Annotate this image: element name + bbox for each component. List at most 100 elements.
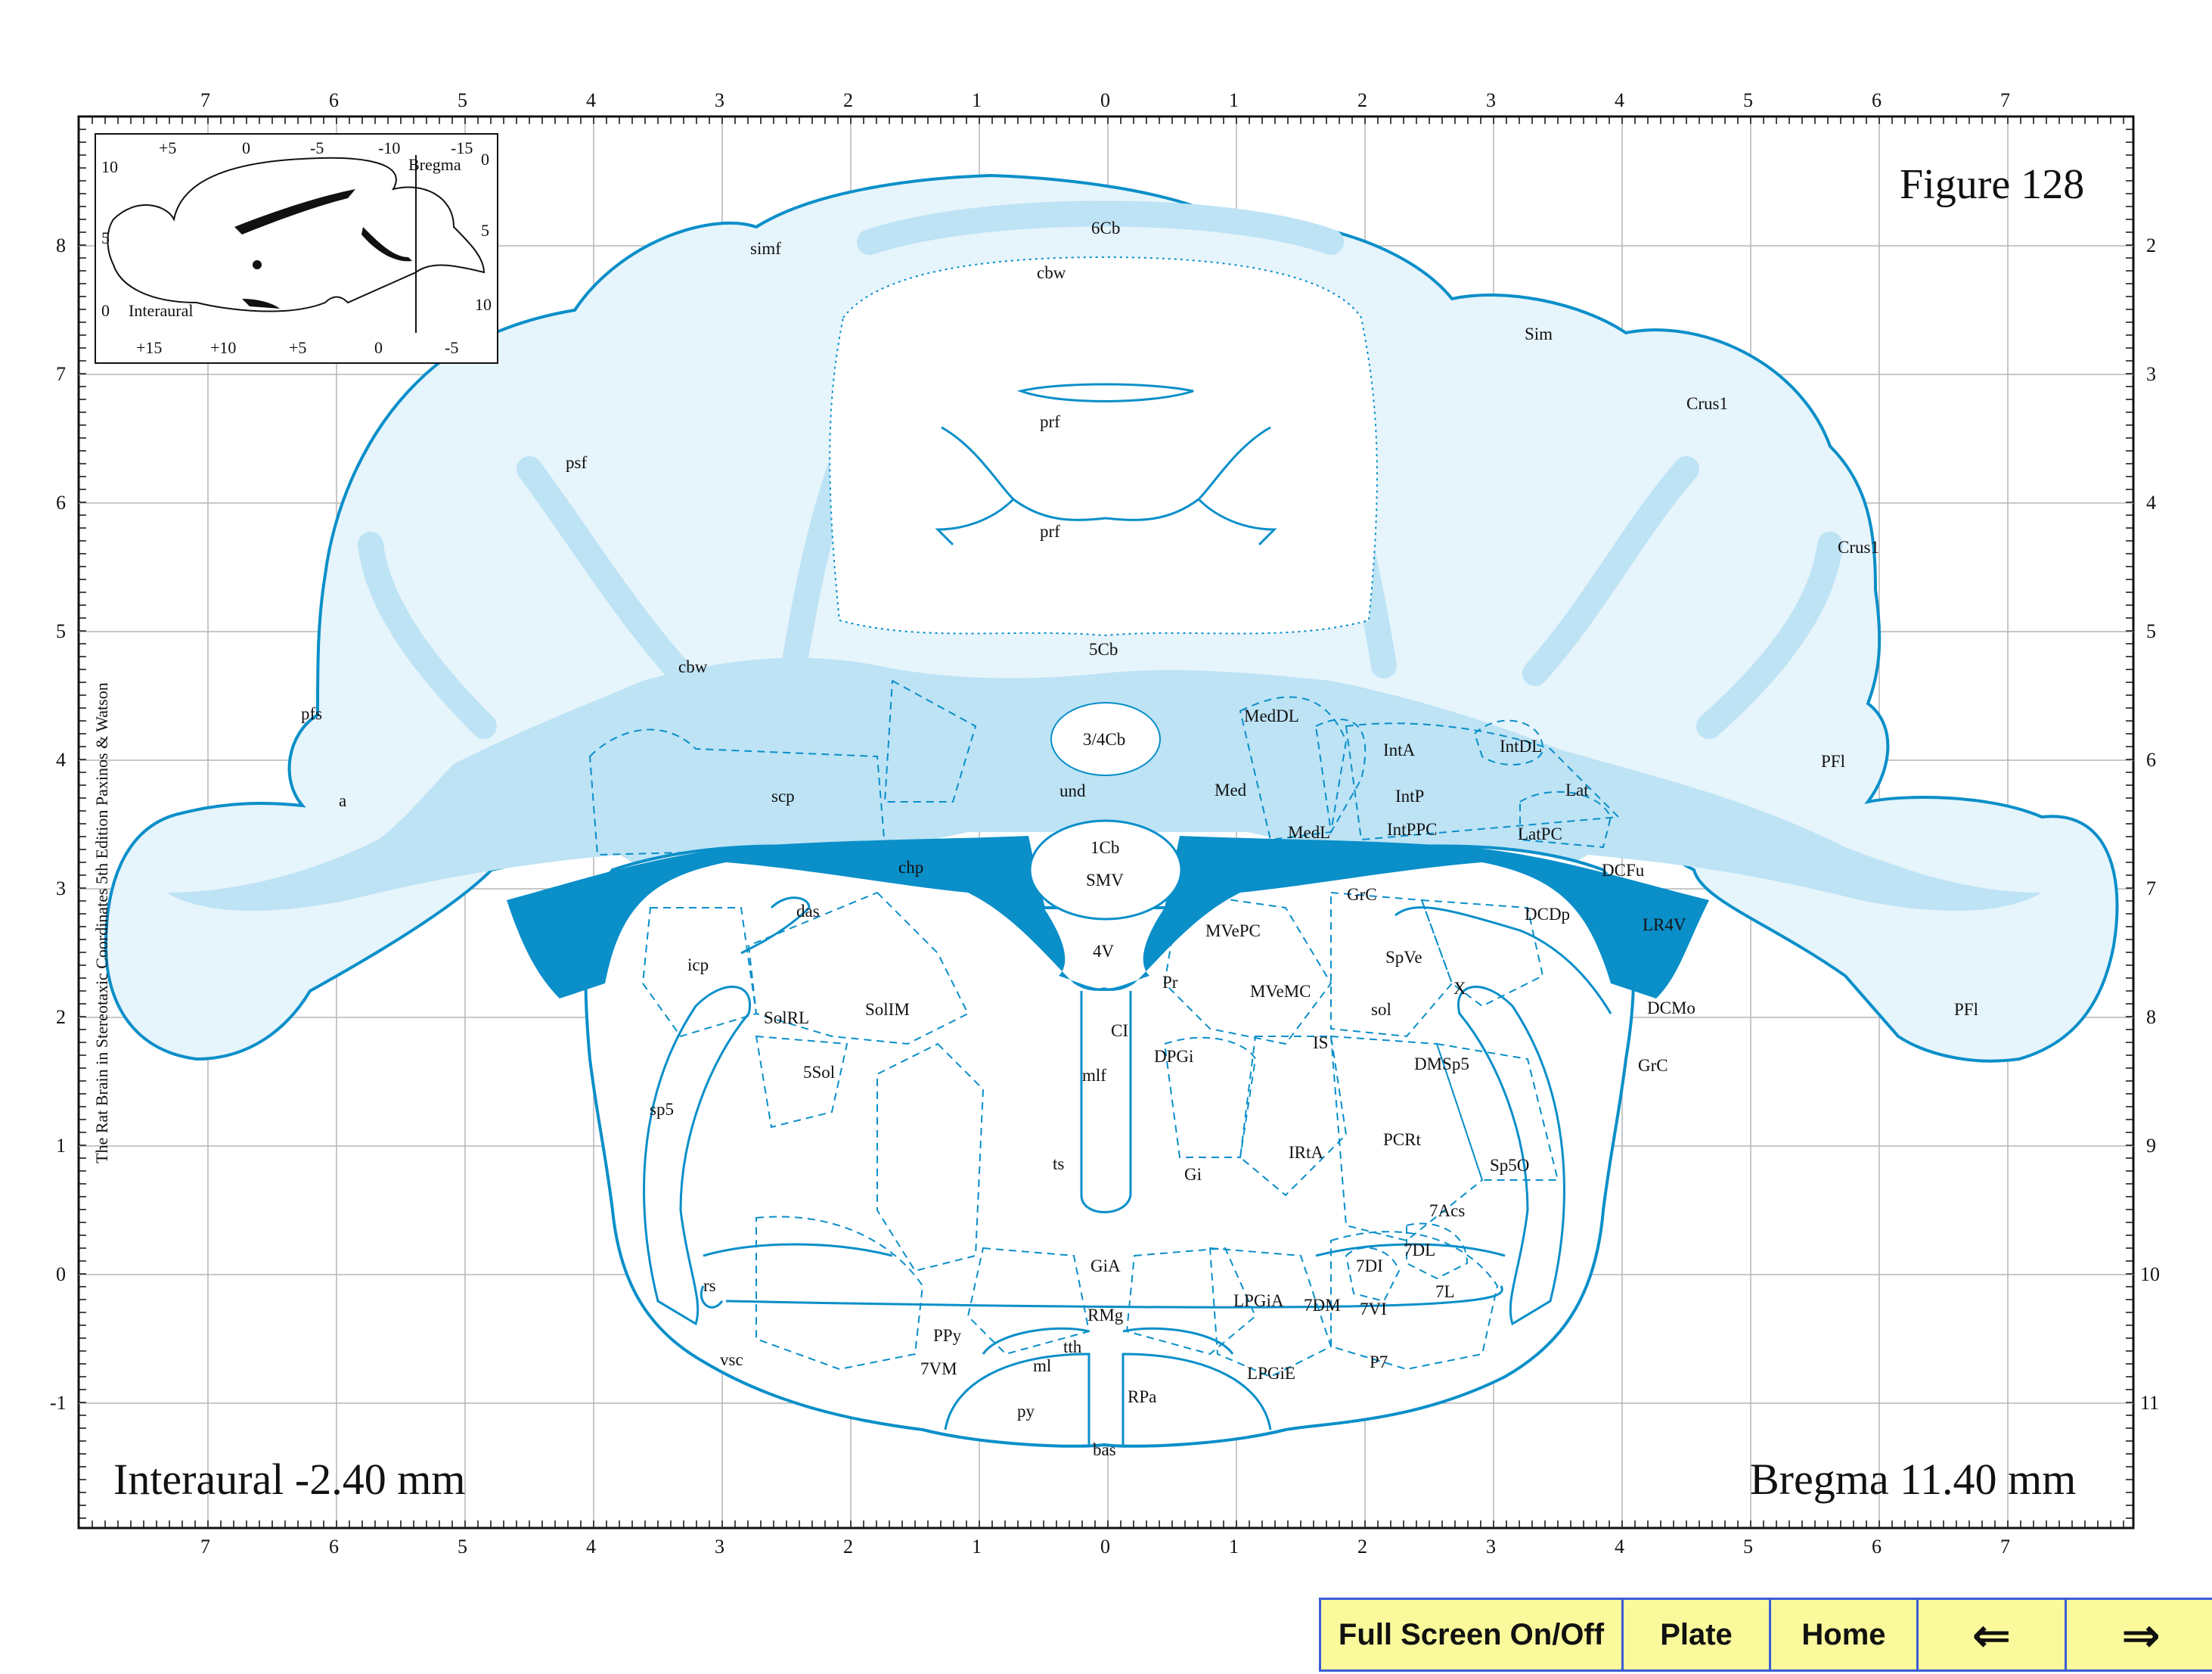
label-solim: SolIM: [865, 1000, 910, 1019]
top-tick-10: 3: [1486, 89, 1496, 111]
label-intdl: IntDL: [1500, 737, 1542, 756]
book-caption: The Rat Brain in Stereotaxic Coordinates…: [92, 682, 111, 1163]
label-scp: scp: [771, 787, 795, 806]
top-tick-2: 5: [458, 89, 467, 111]
bottom-tick-3: 4: [586, 1536, 596, 1558]
left-tick-4: 4: [56, 749, 66, 771]
label-spve: SpVe: [1385, 948, 1422, 967]
label-sp5: sp5: [650, 1100, 674, 1119]
figure-title: Figure 128: [1900, 161, 2084, 208]
interaural-caption: Interaural -2.40 mm: [113, 1455, 465, 1504]
bottom-tick-7: 0: [1100, 1536, 1110, 1558]
label-vsc: vsc: [720, 1350, 743, 1369]
inset-right-tick-1: 5: [481, 221, 489, 240]
label-ci: CI: [1111, 1021, 1128, 1040]
label-mvemc: MVeMC: [1250, 982, 1311, 1001]
bottom-tick-6: 1: [972, 1536, 982, 1558]
left-tick-5: 3: [56, 877, 66, 899]
brain-section: [104, 173, 2119, 1448]
bottom-tick-9: 2: [1357, 1536, 1367, 1558]
navigation-bar: Full Screen On/Off Plate Home ⇐ ⇒: [1319, 1598, 2212, 1672]
nucleus-boundaries: [588, 679, 1621, 1378]
right-tick-5: 7: [2146, 877, 2156, 899]
label-pcrt: PCRt: [1383, 1130, 1421, 1149]
left-tick-9: -1: [50, 1392, 67, 1414]
label-dcmo: DCMo: [1647, 998, 1695, 1017]
left-tick-1: 7: [56, 363, 66, 385]
top-tick-14: 7: [2000, 89, 2010, 111]
label-7vm: 7VM: [920, 1359, 957, 1378]
label-grc-lower: GrC: [1638, 1056, 1668, 1075]
label-mvepc: MVePC: [1205, 921, 1261, 940]
next-page-button[interactable]: ⇒: [2067, 1600, 2212, 1669]
cerebellar-white-matter: [166, 657, 2042, 911]
inset-right-tick-2: 10: [475, 295, 492, 314]
inset-bottom-tick-1: +10: [210, 338, 236, 357]
label-medl: MedL: [1288, 823, 1330, 842]
inset-left-tick-2: 0: [101, 301, 110, 320]
label-chp: chp: [898, 858, 923, 877]
bottom-tick-5: 2: [843, 1536, 853, 1558]
plate-button[interactable]: Plate: [1624, 1600, 1771, 1669]
top-tick-6: 1: [972, 89, 982, 111]
right-tick-2: 4: [2146, 492, 2156, 514]
brainstem-outline: [584, 844, 1635, 1448]
inset-right-tick-0: 0: [481, 150, 489, 169]
label-med: Med: [1215, 781, 1247, 800]
bottom-tick-11: 4: [1615, 1536, 1624, 1558]
label-cbw-top: cbw: [1037, 263, 1066, 282]
inset-interaural-label: Interaural: [129, 301, 194, 320]
inset-bottom-tick-0: +15: [136, 338, 162, 357]
label-gia: GiA: [1090, 1256, 1121, 1275]
bottom-tick-4: 3: [715, 1536, 724, 1558]
label-7dm: 7DM: [1304, 1296, 1341, 1315]
inset-top-tick-0: +5: [159, 138, 176, 157]
inset-bottom-tick-2: +5: [289, 338, 306, 357]
label-lpgie: LPGiE: [1247, 1364, 1295, 1383]
label-gi: Gi: [1184, 1165, 1202, 1184]
label-5sol: 5Sol: [803, 1063, 835, 1082]
previous-page-button[interactable]: ⇐: [1919, 1600, 2067, 1669]
1cb-lobule: [1028, 819, 1183, 921]
label-mlf: mlf: [1082, 1066, 1106, 1085]
fiber-tracts: [643, 896, 1612, 1445]
label-sol: sol: [1371, 1000, 1391, 1019]
label-prf-2: prf: [1040, 522, 1060, 541]
label-dcdp: DCDp: [1525, 905, 1570, 924]
label-pr: Pr: [1162, 973, 1178, 992]
label-rmg: RMg: [1087, 1306, 1124, 1325]
bottom-tick-12: 5: [1743, 1536, 1753, 1558]
left-tick-2: 6: [56, 492, 66, 514]
top-tick-13: 6: [1872, 89, 1882, 111]
label-7dl: 7DL: [1404, 1241, 1435, 1259]
label-solrl: SolRL: [764, 1008, 809, 1027]
medullary-folium: [829, 256, 1378, 637]
label-p7: P7: [1370, 1353, 1388, 1371]
label-4v: 4V: [1093, 942, 1115, 961]
right-tick-6: 8: [2146, 1006, 2156, 1028]
label-lr4v: LR4V: [1643, 915, 1686, 934]
34cb-lobule: [1050, 702, 1161, 776]
axis-labels: 7 6 5 4 3 2 1 0 1 2 3 4 5 6 7 7 6 5 4 3 …: [50, 89, 2160, 1558]
home-button[interactable]: Home: [1771, 1600, 1919, 1669]
label-simf: simf: [750, 239, 781, 258]
fullscreen-toggle-button[interactable]: Full Screen On/Off: [1321, 1600, 1624, 1669]
inset-top-tick-4: -15: [451, 138, 473, 157]
label-ppy: PPy: [933, 1326, 962, 1345]
label-pfs: pfs: [301, 704, 322, 723]
label-crus1-a: Crus1: [1686, 394, 1728, 413]
top-tick-8: 1: [1229, 89, 1239, 111]
left-tick-0: 8: [56, 234, 66, 256]
left-tick-6: 2: [56, 1006, 66, 1028]
inset-top-tick-2: -5: [310, 138, 324, 157]
top-tick-9: 2: [1357, 89, 1367, 111]
left-tick-8: 0: [56, 1263, 66, 1285]
label-ml: ml: [1033, 1356, 1051, 1375]
right-tick-4: 6: [2146, 749, 2156, 771]
right-tick-1: 3: [2146, 363, 2156, 385]
bregma-caption: Bregma 11.40 mm: [1750, 1455, 2076, 1504]
label-cbw-left: cbw: [678, 657, 708, 676]
top-tick-11: 4: [1615, 89, 1624, 111]
label-intppc: IntPPC: [1387, 820, 1437, 839]
